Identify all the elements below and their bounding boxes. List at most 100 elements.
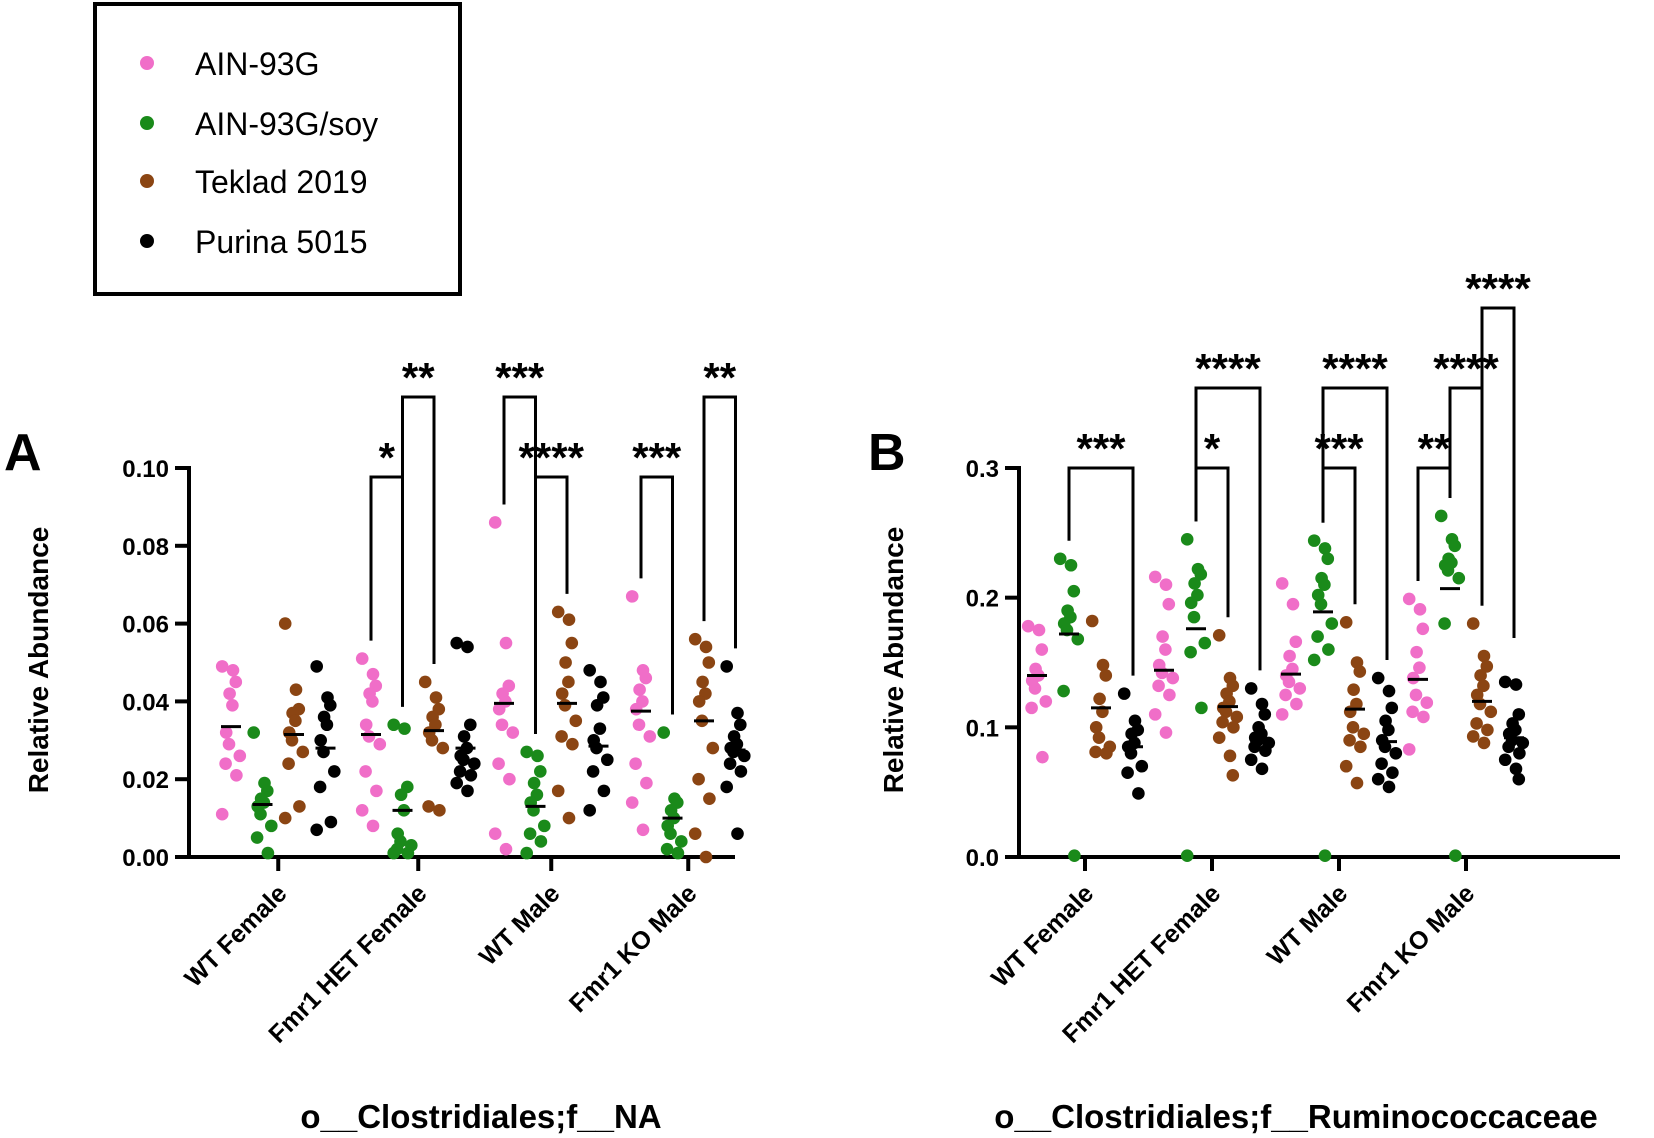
panel-b-y-tick-label: 0.1 [966,715,999,742]
panel-b-data-point [1032,623,1046,637]
panel-b-data-point [1053,552,1067,566]
panel-b-data-point [1325,617,1339,630]
panel-a-data-point [223,687,236,700]
panel-b-data-point [1413,661,1426,674]
panel-b-data-point [1089,721,1103,734]
panel-b-data-point [1148,570,1162,584]
panel-b-data-point [1452,571,1466,585]
panel-a-data-point [366,695,379,708]
panel-a-y-tick-label: 0.02 [122,767,169,794]
panel-a-data-point [555,730,568,743]
panel-a-data-point [366,667,380,681]
panel-b-data-point [1155,666,1169,680]
panel-a-data-point [594,675,607,689]
panel-b-significance-bracket [1067,466,1135,676]
panel-b-data-point [1089,745,1102,759]
panel-b-data-point [1212,731,1226,745]
panel-a-data-point [503,772,516,786]
panel-b-data-point [1449,849,1462,863]
panel-a-data-point [461,784,474,798]
panel-b-data-point [1071,632,1085,646]
panel-b: B Relative Abundance o__Clostridiales;f_… [868,265,1620,1135]
panel-a-data-point [282,757,295,770]
panel-b-data-point [1279,688,1292,702]
panel-a-data-point [433,804,446,817]
panel-b-data-point [1322,643,1335,656]
panel-b-data-point [1339,616,1353,629]
panel-b-data-point [1121,766,1134,780]
panel-a-data-point [723,757,737,770]
panel-b-data-point [1148,708,1162,721]
panel-b-data-point [1180,533,1194,546]
panel-b-data-point [1067,584,1081,598]
panel-b-significance-stars: **** [1195,345,1261,392]
panel-a-data-point [495,718,509,732]
panel-a-data-point [436,741,450,755]
panel-a-y-axis-label: Relative Abundance [23,527,54,794]
panel-b-data-point [1470,717,1483,730]
panel-a-data-point [664,827,677,840]
panel-a-data-point [219,757,232,770]
panel-a-letter: A [4,424,42,482]
panel-b-data-point [1389,746,1403,760]
panel-b-data-point [1039,695,1053,708]
panel-b-data-point [1099,669,1113,682]
panel-a-data-point [453,765,467,778]
panel-a-data-point [625,590,639,603]
panel-b-data-point [1180,849,1194,863]
panel-b-data-point [1159,578,1173,591]
panel-b-data-point [1417,710,1430,724]
panel-b-data-point [1402,592,1416,606]
panel-b-significance-bracket [1448,386,1484,606]
panel-a-data-point [488,827,502,840]
panel-b-data-point [1093,692,1106,706]
panel-a-data-point [688,827,702,840]
panel-b-category-label: WT Female [986,879,1099,992]
panel-a-data-point [499,636,513,650]
panel-b-data-point [1406,705,1419,719]
panel-b-y-axis-label: Relative Abundance [878,527,909,794]
panel-b-data-point [1156,630,1169,643]
panel-b-data-point [1512,772,1526,786]
panel-b-data-point [1283,649,1296,663]
panel-b-data-point [1502,740,1515,754]
panel-a-data-point [355,652,369,665]
panel-a-data-point [625,796,639,809]
panel-a-data-point [310,660,324,673]
panel-b-data-point [1216,715,1229,729]
panel-b-data-point [1346,721,1360,734]
panel-a-data-point [226,663,240,677]
panel-b-data-point [1382,780,1396,794]
panel-a-significance-bracket [534,475,569,734]
panel-a-data-point [601,753,614,767]
panel-a-data-point [566,737,579,751]
panel-b-data-point [1212,628,1226,642]
panel-a-data-point [643,730,657,743]
panel-b-data-point [1466,730,1480,743]
panel-b-data-point [1117,687,1131,700]
panel-a-y-tick-label: 0.06 [122,612,169,639]
panel-b-data-point [1416,622,1430,636]
panel-a-data-point [593,722,607,735]
panel-b-data-point [1195,701,1208,715]
panel-a-significance-stars: ** [402,354,435,401]
panel-b-data-point [1275,577,1289,590]
panel-a-data-point [464,769,478,782]
panel-a-data-point [629,702,643,716]
panel-a-data-point [233,749,247,763]
panel-a-data-point [738,749,751,763]
panel-b-data-point [1057,684,1070,698]
panel-b-data-point [1124,746,1138,760]
panel-b-significance-stars: **** [1433,345,1499,392]
panel-a-significance-stars: **** [519,434,585,481]
legend-frame [93,2,462,296]
panel-a-data-point [464,718,477,732]
panel-a-data-point [289,714,302,728]
panel-b-significance-bracket [1321,386,1389,661]
panel-b-data-point [1402,743,1416,756]
panel-a-significance-stars: *** [632,434,682,481]
panel-a-data-point [703,792,716,805]
panel-b-data-point [1307,653,1321,667]
panel-a-y-tick-label: 0.10 [122,456,169,483]
panel-a-data-point [531,749,544,763]
